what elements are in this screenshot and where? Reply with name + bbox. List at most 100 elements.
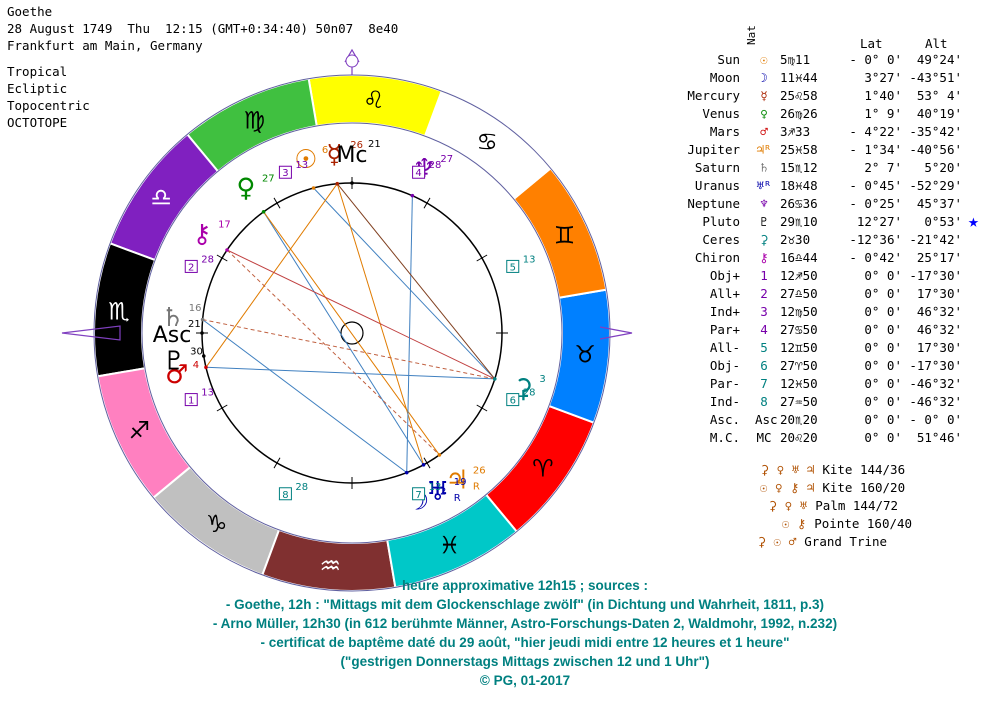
planet-altitude: -17°30'	[909, 358, 962, 373]
planet-glyph: 6	[760, 358, 768, 373]
planet-position: 26♋36	[780, 196, 818, 211]
aspect-glyphs: ☉ ⚷	[782, 516, 807, 531]
body-glyph: Mc	[336, 143, 367, 168]
note-line: heure approximative 12h15 ; sources :	[401, 578, 649, 593]
planet-altitude: 45°37'	[916, 196, 962, 211]
octotope-number: 3	[282, 168, 288, 179]
planet-position: 11♓44	[780, 70, 818, 85]
octotope-number: 1	[188, 396, 194, 407]
octotope-box	[412, 165, 426, 179]
zodiac-type: Tropical	[7, 64, 68, 79]
planet-position: 20♏20	[780, 412, 818, 427]
coordinate-system: Ecliptic	[7, 81, 68, 96]
planet-glyph: 3	[760, 304, 768, 319]
sign-glyph-aries: ♈	[532, 454, 554, 482]
planet-position: 12♐50	[780, 268, 818, 283]
note-line: - certificat de baptême daté du 29 août,…	[260, 635, 790, 650]
aspect-label: Kite 144/36	[822, 462, 906, 477]
planet-row: Mars ♂ 3♐33 - 4°22' -35°42'	[650, 124, 980, 142]
house-tick	[423, 197, 431, 209]
planet-name: Mars	[709, 124, 740, 139]
planet-name: Chiron	[694, 250, 740, 265]
planet-position: 27♎50	[780, 286, 818, 301]
body-dot	[200, 331, 204, 335]
house-tick	[273, 457, 281, 469]
planet-latitude: 3°27'	[864, 70, 902, 85]
planet-position: 26♍26	[780, 106, 818, 121]
planet-latitude: - 1°34'	[849, 142, 902, 157]
planet-name: Ind+	[709, 304, 740, 319]
aspect-line	[202, 319, 408, 474]
planet-row: Moon ☽ 11♓44 3°27' -43°51'	[650, 70, 980, 88]
planet-name: Obj-	[709, 358, 740, 373]
planet-row: M.C. MC 20♌20 0° 0' 51°46'	[650, 430, 980, 448]
octotope-degree: 28	[201, 254, 214, 265]
body-degree: 17	[218, 219, 231, 230]
asc-axis-marker	[61, 325, 121, 341]
star-icon: ★	[968, 211, 979, 232]
aspect-glyphs: ⚳ ♀ ♅	[768, 498, 808, 513]
planet-position: 18♓48	[780, 178, 818, 193]
planet-altitude: -52°29'	[909, 178, 962, 193]
aspect-label: Palm 144/72	[815, 498, 899, 513]
planet-name: M.C.	[709, 430, 740, 445]
body-dot	[335, 181, 340, 186]
house-tick	[216, 404, 228, 412]
planet-row: Par- 7 12♓50 0° 0' -46°32'	[650, 376, 980, 394]
body-degree: 6	[322, 145, 328, 156]
planet-row: Venus ♀ 26♍26 1° 9' 40°19'	[650, 106, 980, 124]
planet-glyph: ⚷	[759, 250, 769, 265]
aspect-line	[263, 211, 424, 466]
octotope-degree: 28	[295, 482, 308, 493]
octotope-box	[184, 393, 198, 407]
body-degree: 26	[350, 140, 363, 151]
retrograde-mark: R	[473, 481, 480, 492]
planet-latitude: 0° 0'	[864, 304, 902, 319]
sign-glyph-libra: ♎	[150, 184, 172, 212]
planet-row: Ind+ 3 12♍50 0° 0' 46°32'	[650, 304, 980, 322]
planet-latitude: 0° 0'	[864, 358, 902, 373]
aspect-line	[205, 183, 338, 368]
chart-name: Goethe	[7, 4, 53, 19]
body-degree: 27	[440, 154, 453, 165]
planet-altitude: -46°32'	[909, 376, 962, 391]
body-glyph: ☿	[326, 140, 342, 170]
planet-glyph: ♇	[760, 214, 768, 229]
octotope-box	[278, 165, 292, 179]
sign-glyph-gemini: ♊	[554, 221, 576, 249]
body-degree: 21	[188, 319, 201, 330]
octotope-box	[506, 393, 520, 407]
planet-latitude: 0° 0'	[864, 376, 902, 391]
aspect-line	[313, 187, 496, 380]
octotope-degree: 13	[201, 388, 214, 399]
planet-glyph: ⚳	[759, 232, 769, 247]
planet-glyph: ☉	[760, 52, 768, 67]
planet-name: All-	[709, 340, 740, 355]
aspect-line	[263, 211, 440, 456]
sign-glyph-virgo: ♍	[244, 106, 266, 134]
planet-position: 27♒50	[780, 394, 818, 409]
planet-name: Pluto	[702, 214, 740, 229]
octotope-degree: 13	[295, 160, 308, 171]
planet-latitude: - 4°22'	[849, 124, 902, 139]
octotope-box	[184, 259, 198, 273]
planet-name: Neptune	[687, 196, 740, 211]
planet-latitude: 2° 7'	[864, 160, 902, 175]
body-degree: 12	[434, 487, 447, 498]
planet-glyph: ♅ᴿ	[756, 178, 772, 193]
sign-glyph-sagittarius: ♐	[129, 417, 151, 445]
planet-row: Ind- 8 27♒50 0° 0' -46°32'	[650, 394, 980, 412]
planet-row: Obj- 6 27♈50 0° 0' -17°30'	[650, 358, 980, 376]
sign-glyph-pisces: ♓	[439, 532, 461, 560]
planet-row: All- 5 12♊50 0° 0' 17°30'	[650, 340, 980, 358]
planet-row: Obj+ 1 12♐50 0° 0' -17°30'	[650, 268, 980, 286]
aspect-glyphs: ☉ ♀ ⚷ ♃	[760, 480, 815, 495]
planet-name: Ceres	[702, 232, 740, 247]
planet-altitude: 40°19'	[916, 106, 962, 121]
aspect-line	[336, 183, 496, 380]
planet-row: Pluto ♇ 29♏10 12°27' 0°53' ★	[650, 211, 980, 232]
aspect-pattern-row: ☉ ⚷ Pointe 160/40	[782, 516, 912, 534]
sign-glyph-leo: ♌	[363, 86, 385, 114]
column-header-alt: Alt	[925, 36, 948, 51]
octotope-degree: 13	[429, 482, 442, 493]
